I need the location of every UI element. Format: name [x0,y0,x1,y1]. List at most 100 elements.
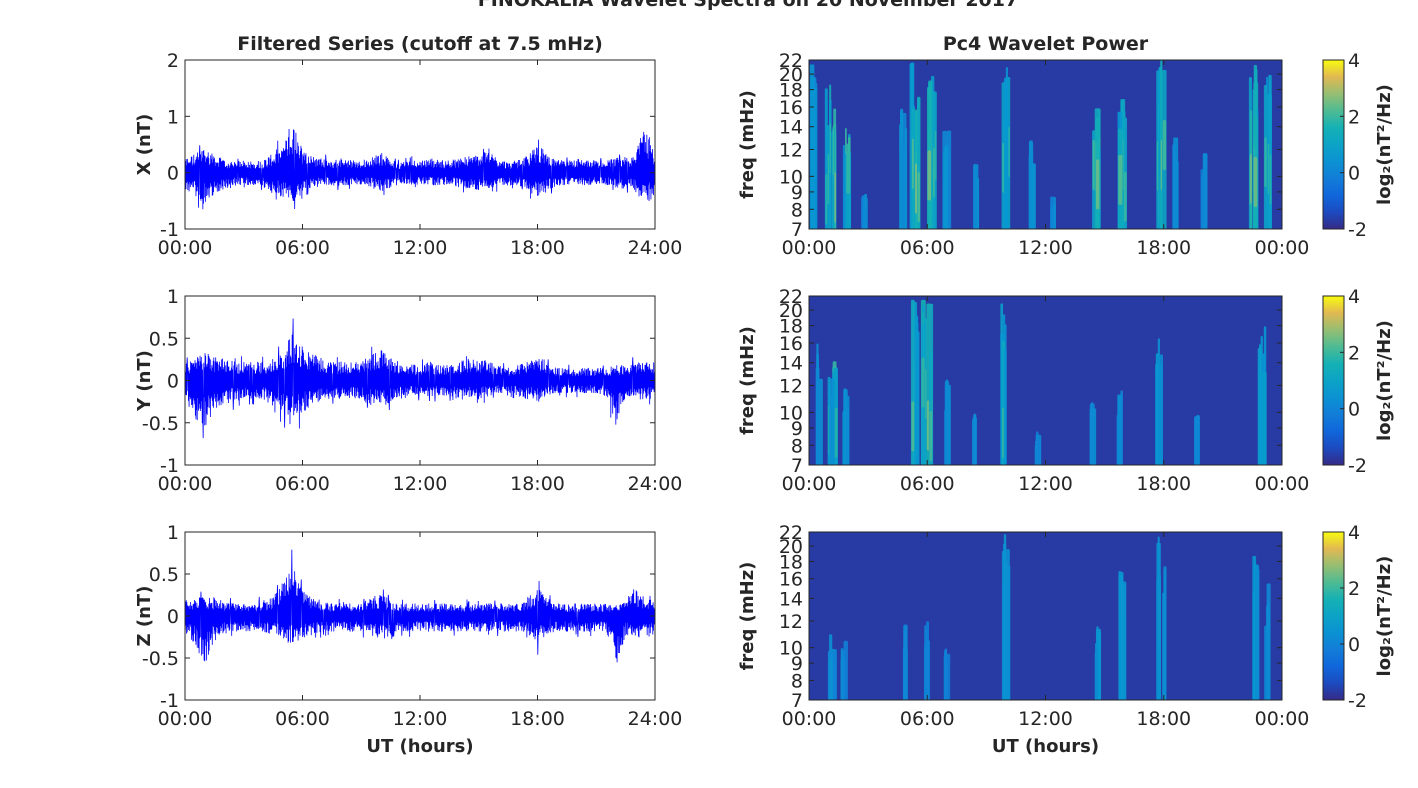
colorbar-tick-label: 4 [1348,286,1360,308]
x-tick-label: 12:00 [393,473,448,495]
subplot-title: Pc4 Wavelet Power [943,33,1149,55]
y-tick-label: 22 [779,522,803,544]
y-tick-label: 22 [779,50,803,72]
power-core [911,138,914,189]
power-streak [828,658,833,700]
power-core [911,401,915,452]
subplot-4: -2 0 2 4 log₂(nT²/Hz) 00:00 06:00 12:00 18:00 00:… [737,286,1395,495]
power-streak [816,368,819,465]
power-streak [832,649,837,700]
power-streak [903,625,908,700]
y-tick-label: -0.5 [142,413,179,435]
power-streak [1202,178,1206,229]
colorbar-tick-label: 2 [1348,578,1360,600]
heatmap-background [809,60,1282,229]
x-tick-label: 12:00 [1018,473,1073,495]
power-streak [1003,349,1007,465]
power-streak [814,87,818,229]
series-line [184,318,656,439]
power-streak [1050,208,1053,229]
power-core [825,174,828,225]
colorbar-tick-label: -2 [1348,455,1367,477]
x-tick-label: 18:00 [510,473,565,495]
power-streak [830,378,835,465]
y-tick-label: 0 [167,163,179,185]
power-streak [1195,415,1200,465]
power-streak [1094,642,1098,700]
y-tick-label: 0 [167,606,179,628]
subplot-5: 00:00 06:00 12:00 18:00 24:00 -1 -0.5 0 0.5 1 Z (n… [134,522,682,757]
heatmap-background [809,532,1282,700]
x-tick-label: 18:00 [510,708,565,730]
x-tick-label: 12:00 [1018,237,1073,259]
y-tick-label: 9 [791,182,803,204]
colorbar [1322,531,1345,701]
y-tick-label: 1 [167,106,179,128]
colorbar-tick-label: 4 [1348,50,1360,72]
colorbar-tick-label: -2 [1348,219,1367,241]
y-tick-label: 1 [167,522,179,544]
heatmap-background [809,296,1282,465]
y-tick-label: 16 [779,97,803,119]
x-tick-label: 00:00 [1255,237,1310,259]
x-tick-label: 12:00 [393,708,448,730]
x-tick-label: 00:00 [1255,708,1310,730]
power-core [1162,120,1167,171]
y-tick-label: 12 [779,375,803,397]
x-tick-label: 18:00 [1136,473,1191,495]
y-tick-label: 10 [779,638,803,660]
power-core [914,163,918,214]
power-streak [828,383,831,465]
power-core [917,172,921,223]
power-streak [1173,155,1178,229]
colorbar-tick-label: 0 [1348,399,1360,421]
power-core [1160,139,1162,190]
x-tick-label: 24:00 [628,237,683,259]
x-tick-label: 12:00 [393,237,448,259]
power-core [1250,153,1252,204]
power-core [933,147,935,198]
colorbar-label: log₂(nT²/Hz) [1374,320,1395,441]
x-tick-label: 00:00 [158,708,213,730]
y-tick-label: 14 [779,117,803,139]
power-streak [926,640,930,700]
power-streak [900,141,903,229]
y-tick-label: -1 [160,690,179,712]
x-tick-label: 00:00 [158,473,213,495]
x-tick-label: 06:00 [275,237,330,259]
power-streak [1120,390,1123,465]
subplot-3: 00:00 06:00 12:00 18:00 24:00 -1 -0.5 0 0.5 1 Y (n… [134,286,682,495]
x-axis-label: UT (hours) [366,736,473,757]
power-streak [1120,571,1124,700]
y-axis-label: Z (nT) [134,586,155,647]
power-core [846,143,851,194]
colorbar [1322,59,1345,230]
power-streak [947,130,952,229]
power-streak [1259,344,1262,465]
x-tick-label: 06:00 [275,473,330,495]
power-core [1095,159,1100,210]
y-tick-label: 14 [779,588,803,610]
y-tick-label: 7 [791,455,803,477]
y-tick-label: 20 [779,536,803,558]
y-tick-label: 10 [779,166,803,188]
power-core [927,150,931,201]
power-streak [904,128,908,229]
colorbar [1322,295,1345,466]
y-axis-label: freq (mHz) [737,90,758,199]
y-tick-label: 8 [791,670,803,692]
power-core [829,123,832,174]
x-tick-label: 18:00 [1136,708,1191,730]
power-streak [846,406,850,465]
colorbar-label: log₂(nT²/Hz) [1374,84,1395,205]
power-streak [1254,568,1260,700]
power-core [834,407,838,458]
subplot-1: 00:00 06:00 12:00 18:00 24:00 -1 0 1 2 X (nT) Filt… [134,33,682,259]
y-tick-label: 1 [167,286,179,308]
power-streak [842,144,846,229]
y-tick-label: 12 [779,611,803,633]
power-streak [1156,542,1161,700]
power-streak [1162,592,1166,700]
power-core [1253,156,1258,207]
